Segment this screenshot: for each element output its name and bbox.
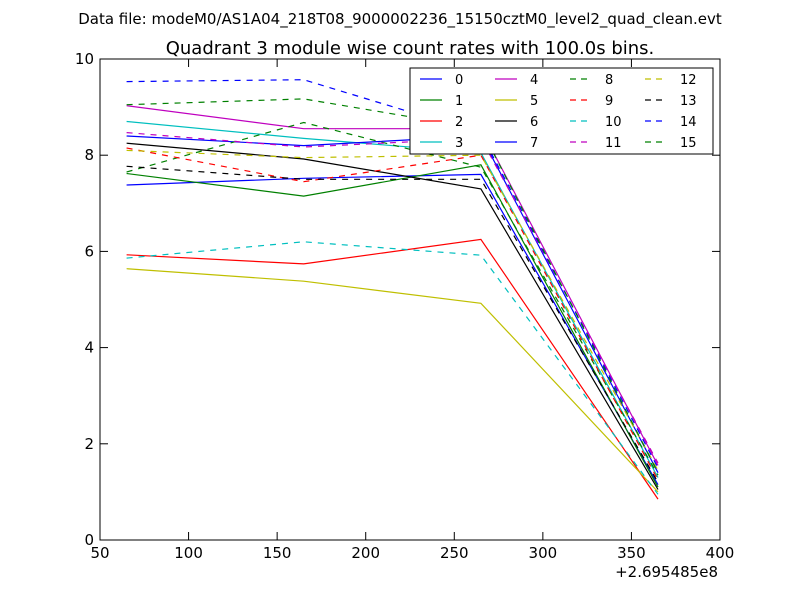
x-tick-label: 300 [529,544,558,562]
legend-label-7: 7 [530,136,538,151]
y-tick-label: 10 [75,50,94,68]
series-line-15 [126,98,659,473]
y-tick-label: 4 [84,339,94,357]
series-line-1 [126,164,659,488]
legend-label-1: 1 [455,94,463,109]
x-tick-label: 200 [351,544,380,562]
series-line-6 [126,142,659,490]
legend-label-5: 5 [530,94,538,109]
legend-label-6: 6 [530,115,538,130]
series-line-12 [126,149,659,471]
chart-title: Quadrant 3 module wise count rates with … [166,38,655,59]
series-line-9 [126,147,659,481]
x-tick-label: 50 [90,544,109,562]
legend-label-14: 14 [680,115,697,130]
series-layer [126,79,659,500]
legend-label-11: 11 [605,136,622,151]
series-line-10 [126,241,659,495]
series-line-8 [126,121,659,476]
axes-frame [99,58,721,541]
x-tick-label: 350 [617,544,646,562]
legend-label-9: 9 [605,94,613,109]
legend-box [409,67,714,155]
x-tick-label: 100 [174,544,203,562]
series-line-7 [126,135,659,473]
legend-label-0: 0 [455,73,463,88]
series-line-0 [126,173,659,485]
series-line-14 [126,79,659,469]
data-file-label: Data file: modeM0/AS1A04_218T08_90000022… [78,10,722,29]
series-line-13 [126,165,659,483]
series-line-11 [126,132,659,464]
x-tick-label: 250 [440,544,469,562]
y-tick-label: 2 [84,435,94,453]
legend-label-2: 2 [455,115,463,130]
x-tick-label: 150 [263,544,292,562]
series-line-2 [126,238,659,500]
y-tick-label: 0 [84,531,94,549]
y-tick-label: 6 [84,242,94,260]
series-line-3 [126,120,659,478]
x-offset-label: +2.695485e8 [615,563,718,581]
legend-label-13: 13 [680,94,697,109]
legend-label-4: 4 [530,73,538,88]
legend-label-8: 8 [605,73,613,88]
series-line-5 [126,268,659,493]
legend-label-15: 15 [680,136,697,151]
y-tick-label: 8 [84,146,94,164]
legend-label-10: 10 [605,115,622,130]
legend-label-3: 3 [455,136,463,151]
legend-label-12: 12 [680,73,697,88]
series-line-4 [126,105,659,466]
x-tick-label: 400 [706,544,735,562]
